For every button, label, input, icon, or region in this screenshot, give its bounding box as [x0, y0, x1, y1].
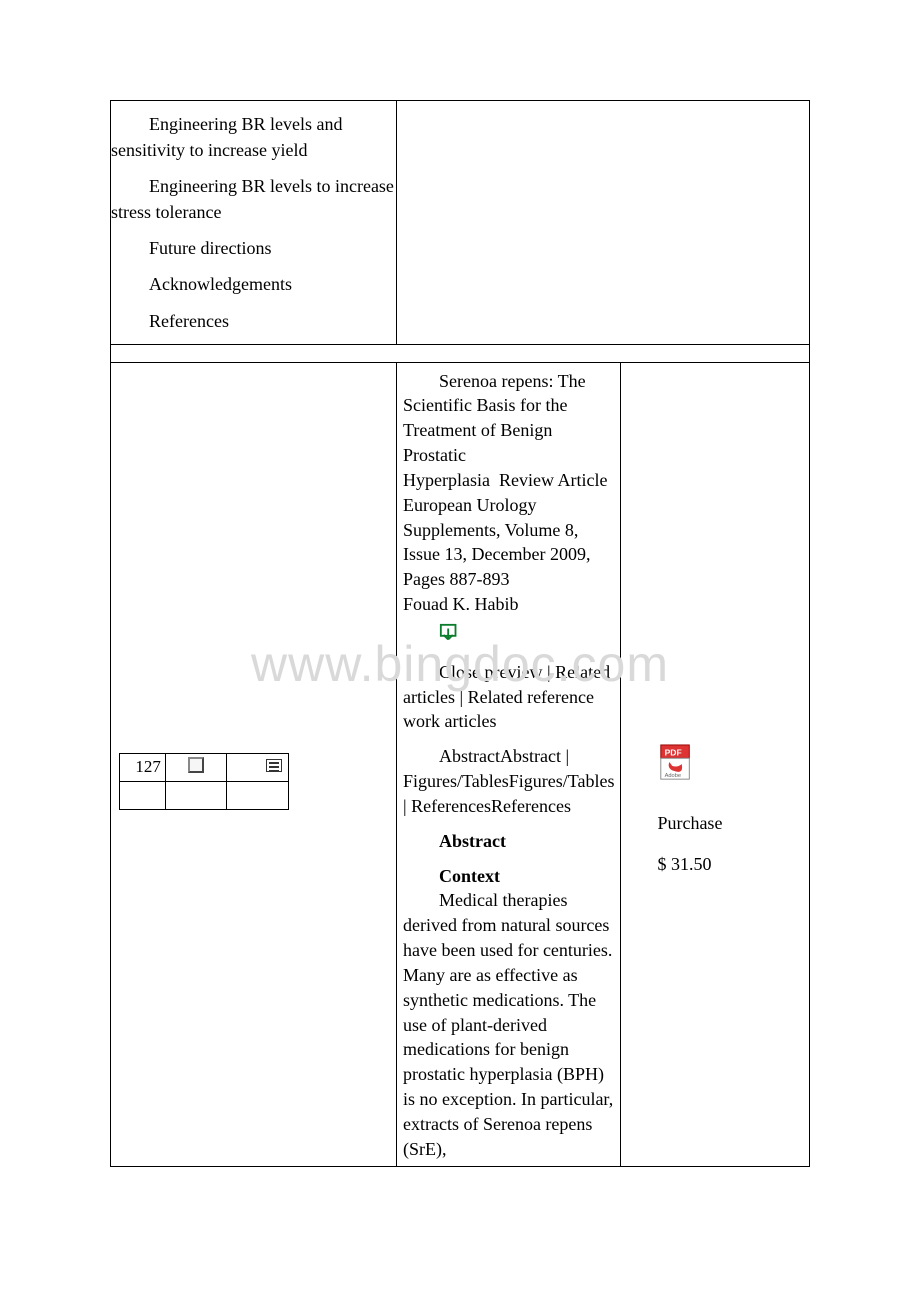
price-text: $ 31.50	[657, 851, 803, 879]
empty-cell	[165, 781, 227, 809]
context-heading: Context	[439, 866, 500, 886]
outline-item[interactable]: Engineering BR levels and sensitivity to…	[111, 111, 396, 163]
separator: |	[455, 687, 468, 707]
empty-cell	[397, 101, 810, 345]
empty-cell	[227, 781, 289, 809]
abstract-heading: Abstract	[403, 829, 614, 854]
collapse-arrow-icon[interactable]	[439, 623, 614, 652]
table-row: 127 Serenoa repens: T	[111, 362, 810, 1166]
article-outline-list: Engineering BR levels and sensitivity to…	[111, 111, 396, 334]
pdf-adobe-icon[interactable]: PDF Adobe	[657, 743, 803, 792]
result-index-table: 127	[119, 753, 289, 810]
article-type: Review Article	[499, 470, 607, 490]
separator: |	[542, 662, 555, 682]
outline-cell: Engineering BR levels and sensitivity to…	[111, 101, 397, 345]
outline-item[interactable]: Future directions	[111, 235, 396, 261]
table-row: Engineering BR levels and sensitivity to…	[111, 101, 810, 345]
main-layout-table: Engineering BR levels and sensitivity to…	[110, 100, 810, 1167]
outline-item[interactable]: Acknowledgements	[111, 271, 396, 297]
result-index-number: 127	[120, 753, 166, 781]
purchase-block: PDF Adobe Purchase $ 31.50	[621, 363, 809, 886]
context-body: Medical therapies derived from natural s…	[403, 888, 614, 1161]
left-column-cell: 127	[111, 362, 397, 1166]
table-row: 127	[120, 753, 289, 781]
content-tabs[interactable]: AbstractAbstract | Figures/TablesFigures…	[403, 744, 614, 818]
empty-cell	[120, 781, 166, 809]
checkbox-icon[interactable]	[188, 757, 204, 773]
purchase-cell: PDF Adobe Purchase $ 31.50	[621, 362, 810, 1166]
outline-item[interactable]: Engineering BR levels to increase stress…	[111, 173, 396, 225]
menu-icon[interactable]	[266, 759, 282, 772]
table-row	[120, 781, 289, 809]
spacer-cell	[111, 344, 810, 362]
page-container: Engineering BR levels and sensitivity to…	[0, 0, 920, 1187]
close-preview-link[interactable]: Close preview	[439, 662, 542, 682]
article-content: Serenoa repens: The Scientific Basis for…	[397, 363, 620, 1166]
svg-text:PDF: PDF	[665, 747, 682, 757]
row-menu-cell[interactable]	[227, 753, 289, 781]
outline-item[interactable]: References	[111, 308, 396, 334]
purchase-link[interactable]: Purchase	[657, 810, 803, 838]
author-name: Fouad K. Habib	[403, 592, 614, 617]
article-cell: Serenoa repens: The Scientific Basis for…	[397, 362, 621, 1166]
select-checkbox-cell[interactable]	[165, 753, 227, 781]
svg-text:Adobe: Adobe	[665, 773, 681, 779]
spacer-row	[111, 344, 810, 362]
